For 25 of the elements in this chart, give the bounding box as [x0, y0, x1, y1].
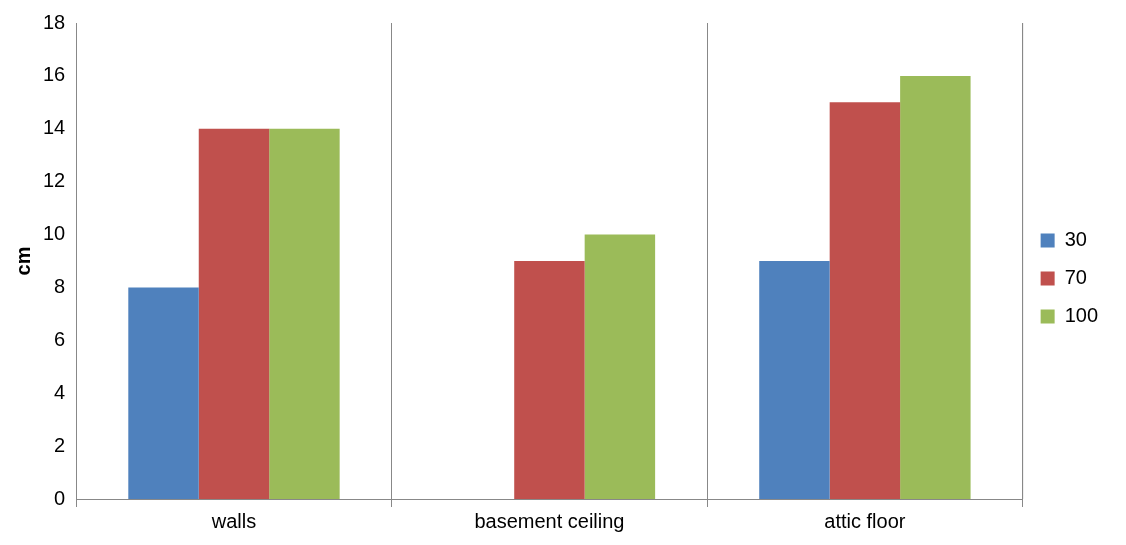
bar — [198, 128, 270, 499]
y-tick-label: 4 — [54, 380, 66, 403]
y-axis-title: cm — [11, 246, 34, 276]
x-tick-label: walls — [210, 509, 257, 532]
x-tick-label: attic floor — [824, 509, 906, 532]
legend-label: 100 — [1064, 304, 1099, 327]
y-tick-label: 0 — [54, 486, 66, 509]
y-tick-label: 12 — [43, 169, 66, 192]
legend-label: 30 — [1064, 228, 1087, 251]
x-tick-label: basement ceiling — [474, 509, 625, 532]
bar — [900, 75, 971, 499]
y-tick-label: 16 — [43, 63, 66, 86]
y-tick-label: 14 — [43, 116, 66, 139]
bar — [269, 128, 340, 499]
y-tick-label: 10 — [43, 222, 66, 245]
bar — [128, 287, 199, 499]
bar — [829, 102, 901, 499]
y-tick-label: 2 — [54, 433, 66, 456]
y-tick-label: 8 — [54, 274, 66, 297]
bar — [584, 234, 656, 499]
y-tick-label: 18 — [43, 10, 66, 33]
bar — [514, 261, 585, 499]
bar — [759, 261, 830, 499]
y-tick-label: 6 — [54, 327, 66, 350]
legend-label: 70 — [1064, 266, 1087, 289]
